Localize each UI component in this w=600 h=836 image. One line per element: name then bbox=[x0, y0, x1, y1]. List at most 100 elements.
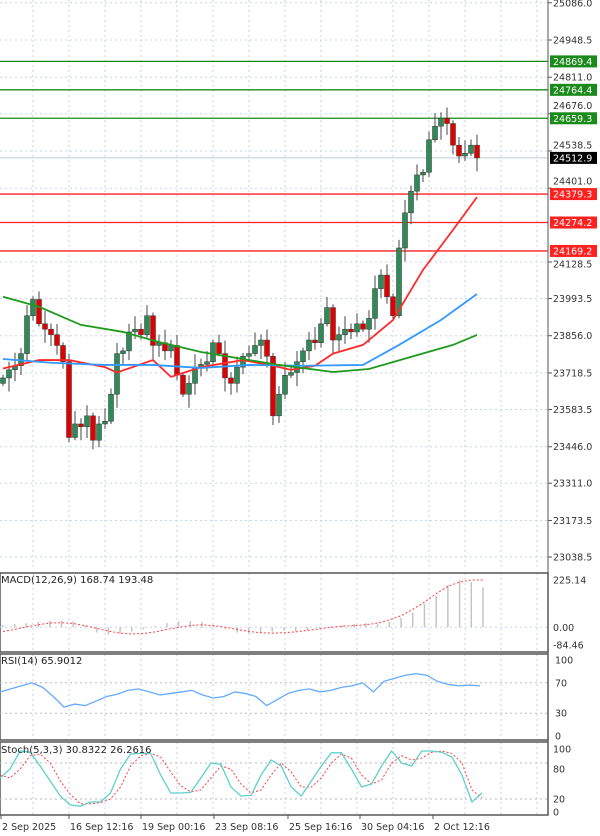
bearish-candle bbox=[450, 123, 456, 146]
bearish-candle bbox=[384, 274, 390, 297]
macd-axis-label: -84.46 bbox=[553, 641, 584, 652]
bearish-candle bbox=[264, 339, 270, 357]
bearish-candle bbox=[348, 328, 354, 333]
bullish-candle bbox=[408, 190, 414, 214]
current-price-label: 24512.9 bbox=[553, 153, 592, 164]
price-tag bbox=[550, 216, 597, 229]
price-tag bbox=[550, 55, 597, 68]
bullish-candle bbox=[378, 274, 384, 289]
price-tag bbox=[550, 244, 597, 257]
price-tick-label: 24948.5 bbox=[553, 36, 592, 47]
bullish-candle bbox=[24, 315, 30, 354]
bearish-candle bbox=[42, 323, 48, 330]
macd-signal-line bbox=[2, 579, 483, 635]
bullish-candle bbox=[462, 153, 468, 157]
bullish-candle bbox=[324, 307, 330, 325]
bullish-candle bbox=[366, 318, 372, 330]
bearish-candle bbox=[60, 345, 66, 362]
bullish-candle bbox=[132, 328, 138, 333]
stoch-axis-label: 80 bbox=[553, 765, 565, 776]
bullish-candle bbox=[168, 345, 174, 352]
bearish-candle bbox=[36, 299, 42, 325]
bearish-candle bbox=[54, 334, 60, 346]
bullish-candle bbox=[234, 366, 240, 384]
stoch-axis-label: 100 bbox=[553, 745, 571, 756]
bullish-candle bbox=[84, 415, 90, 427]
stoch-main-line bbox=[0, 749, 483, 807]
bullish-candle bbox=[114, 353, 120, 395]
bullish-candle bbox=[354, 323, 360, 333]
rsi-axis-label: 70 bbox=[555, 678, 567, 689]
bullish-candle bbox=[468, 144, 474, 154]
current-price-tag bbox=[550, 151, 597, 164]
bearish-candle bbox=[216, 342, 222, 354]
bearish-candle bbox=[78, 423, 84, 427]
time-label: 19 Sep 00:16 bbox=[142, 822, 205, 833]
bearish-candle bbox=[390, 296, 396, 316]
time-label: 16 Sep 12:16 bbox=[70, 822, 133, 833]
bearish-candle bbox=[138, 328, 144, 335]
price-tick-label: 25086.0 bbox=[553, 0, 592, 9]
bullish-candle bbox=[432, 125, 438, 140]
price-tag bbox=[550, 112, 597, 125]
macd-axis-label: 225.14 bbox=[553, 576, 586, 587]
bullish-candle bbox=[414, 174, 420, 192]
price-tick-label: 23173.5 bbox=[553, 516, 592, 527]
bullish-candle bbox=[246, 353, 252, 357]
bearish-candle bbox=[330, 307, 336, 341]
bullish-candle bbox=[282, 374, 288, 395]
bullish-candle bbox=[372, 288, 378, 319]
bullish-candle bbox=[276, 393, 282, 417]
bullish-candle bbox=[210, 342, 216, 362]
support-level-label: 24379.3 bbox=[553, 190, 592, 201]
bullish-candle bbox=[30, 299, 36, 316]
bearish-candle bbox=[456, 144, 462, 157]
bearish-candle bbox=[66, 361, 72, 438]
bearish-candle bbox=[228, 377, 234, 384]
bullish-candle bbox=[318, 323, 324, 344]
bearish-candle bbox=[270, 356, 276, 417]
time-axis[interactable]: 2 Sep 2025 16 Sep 12:16 19 Sep 00:16 23 Sep… bbox=[0, 814, 548, 833]
bearish-candle bbox=[444, 117, 450, 124]
bullish-candle bbox=[396, 247, 402, 316]
candles bbox=[0, 107, 480, 450]
slow-moving-average bbox=[2, 295, 478, 373]
bearish-candle bbox=[180, 374, 186, 395]
bearish-candle bbox=[48, 328, 54, 335]
fast-moving-average bbox=[2, 196, 478, 378]
moving-averages bbox=[2, 196, 478, 378]
bullish-candle bbox=[300, 350, 306, 362]
bearish-candle bbox=[360, 323, 366, 330]
time-label: 25 Sep 16:16 bbox=[289, 822, 352, 833]
bullish-candle bbox=[426, 139, 432, 173]
macd-label: MACD(12,26,9) 168.74 193.48 bbox=[1, 575, 153, 586]
time-label: 30 Sep 04:16 bbox=[361, 822, 424, 833]
bullish-candle bbox=[0, 377, 6, 384]
price-tick-label: 23993.5 bbox=[553, 294, 592, 305]
price-tick-label: 23311.0 bbox=[553, 479, 592, 490]
bullish-candle bbox=[186, 383, 192, 395]
price-axis[interactable]: 25086.0 24948.5 24811.0 24676.0 24538.5 24401… bbox=[547, 0, 597, 819]
time-label: 2 Oct 12:16 bbox=[434, 822, 490, 833]
rsi-axis-label: 0 bbox=[555, 732, 561, 743]
bullish-candle bbox=[258, 339, 264, 346]
price-tick-label: 23446.0 bbox=[553, 442, 592, 453]
price-tick-label: 23583.5 bbox=[553, 405, 592, 416]
bullish-candle bbox=[438, 117, 444, 127]
price-tag bbox=[550, 188, 597, 201]
bullish-candle bbox=[306, 339, 312, 352]
medium-moving-average bbox=[2, 293, 478, 369]
stoch-label: Stoch(5,3,3) 30.8322 26.2616 bbox=[1, 745, 152, 756]
price-tick-label: 24128.5 bbox=[553, 259, 592, 270]
macd-axis-label: 0.00 bbox=[553, 623, 574, 634]
bullish-candle bbox=[288, 372, 294, 376]
bearish-candle bbox=[312, 339, 318, 344]
support-level-label: 24274.2 bbox=[553, 218, 592, 229]
price-tag bbox=[550, 83, 597, 96]
stoch-signal-line bbox=[0, 750, 483, 805]
bullish-candle bbox=[108, 393, 114, 422]
bullish-candle bbox=[252, 345, 258, 354]
bullish-candle bbox=[402, 212, 408, 249]
bullish-candle bbox=[240, 356, 246, 368]
bullish-candle bbox=[102, 421, 108, 425]
